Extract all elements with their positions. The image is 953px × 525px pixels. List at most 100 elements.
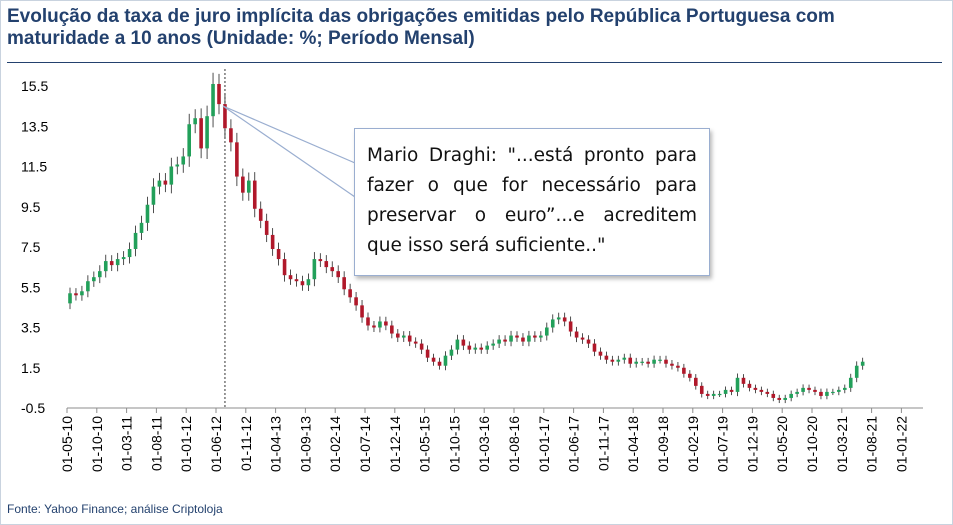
x-tick-label: 01-12-19 — [744, 416, 760, 472]
candle-body — [771, 393, 776, 398]
x-tick-label: 01-05-15 — [417, 416, 433, 472]
x-tick-label: 01-08-11 — [148, 416, 164, 471]
candle-body — [640, 361, 644, 363]
candle-body — [103, 261, 108, 272]
candle-body — [223, 104, 227, 129]
x-tick-label: 01-07-14 — [357, 416, 373, 472]
candle-body — [783, 397, 787, 400]
x-tick-label: 01-08-16 — [506, 416, 522, 472]
y-tick-label: 5.5 — [21, 279, 41, 295]
candle-body — [503, 339, 507, 342]
candle-body — [431, 357, 436, 362]
annotation-text: Mario Draghi: "...está pronto para fazer… — [367, 145, 697, 256]
candle-body — [521, 337, 525, 342]
x-tick-label: 01-10-10 — [89, 416, 105, 472]
candle-body — [366, 317, 370, 326]
candle-body — [711, 393, 716, 396]
title-divider — [7, 62, 942, 63]
candle-body — [115, 259, 120, 266]
x-tick-label: 01-03-16 — [476, 416, 492, 472]
candle-body — [831, 391, 835, 394]
candle-body — [795, 391, 799, 394]
candle-body — [461, 339, 466, 346]
candle-body — [419, 343, 424, 350]
source-note: Fonte: Yahoo Finance; análise Criptoloja — [7, 502, 223, 516]
candle-body — [401, 335, 406, 338]
x-tick-label: 01-04-18 — [625, 416, 641, 472]
candle-body — [509, 335, 513, 342]
candle-body — [425, 349, 430, 358]
candle-body — [217, 83, 221, 105]
candle-body — [127, 249, 132, 258]
candle-body — [318, 259, 323, 262]
x-tick-label: 01-11-12 — [238, 416, 254, 471]
y-tick-label: 11.5 — [21, 159, 47, 175]
x-tick-label: 01-01-12 — [178, 416, 194, 472]
candle-body — [288, 275, 293, 280]
candle-body — [413, 341, 418, 344]
candle-body — [348, 289, 352, 298]
candle-body — [455, 339, 460, 350]
candle-body — [628, 357, 633, 364]
candle-body — [86, 281, 90, 292]
x-tick-label: 01-01-22 — [893, 416, 909, 472]
candle-body — [133, 232, 138, 250]
annotation-callout: Mario Draghi: "...está pronto para fazer… — [354, 128, 710, 276]
candle-body — [390, 325, 394, 334]
candle-body — [241, 176, 245, 193]
candle-body — [545, 327, 549, 336]
x-tick-label: 01-08-21 — [864, 416, 880, 472]
y-tick-label: 3.5 — [21, 320, 41, 336]
candle-body — [539, 335, 543, 338]
candle-body — [682, 367, 686, 374]
candle-body — [688, 373, 692, 378]
y-tick-label: 1.5 — [21, 360, 41, 376]
candle-body — [276, 249, 281, 260]
candle-body — [592, 343, 597, 352]
candle-body — [437, 361, 442, 366]
candle-body — [68, 293, 72, 304]
candle-body — [741, 377, 746, 384]
candle-body — [735, 377, 740, 392]
x-tick-label: 01-01-17 — [536, 416, 552, 472]
candle-body — [843, 387, 847, 390]
x-tick-label: 01-03-21 — [834, 416, 850, 472]
x-tick-label: 01-02-19 — [685, 416, 701, 472]
candle-body — [306, 279, 311, 286]
candle-body — [282, 259, 287, 276]
x-tick-label: 01-05-10 — [59, 416, 75, 472]
candle-body — [622, 357, 627, 360]
candle-body — [491, 343, 495, 346]
candle-body — [515, 335, 519, 338]
candle-body — [163, 180, 168, 185]
candle-body — [568, 321, 573, 332]
x-tick-label: 01-09-18 — [655, 416, 671, 472]
candle-body — [610, 359, 615, 362]
candle-body — [121, 257, 126, 260]
candle-body — [80, 291, 84, 296]
candle-body — [634, 361, 638, 364]
candle-body — [264, 220, 269, 235]
candle-body — [598, 351, 603, 356]
candle-body — [586, 339, 591, 344]
x-tick-label: 01-12-14 — [387, 416, 403, 472]
candle-body — [175, 164, 180, 167]
y-tick-label: 13.5 — [21, 118, 48, 134]
candle-body — [396, 333, 400, 338]
candle-body — [807, 387, 811, 390]
candle-body — [694, 377, 698, 386]
candle-body — [759, 389, 764, 392]
candle-body — [467, 345, 472, 350]
candle-body — [92, 277, 96, 282]
candle-body — [252, 180, 257, 209]
candle-body — [717, 393, 722, 396]
candle-body — [860, 361, 865, 366]
candle-body — [664, 359, 668, 364]
x-tick-label: 01-10-15 — [446, 416, 462, 472]
candle-body — [527, 335, 531, 342]
candle-body — [342, 277, 346, 290]
x-tick-label: 01-07-19 — [715, 416, 731, 472]
candle-body — [360, 305, 364, 318]
candle-body — [825, 391, 829, 396]
